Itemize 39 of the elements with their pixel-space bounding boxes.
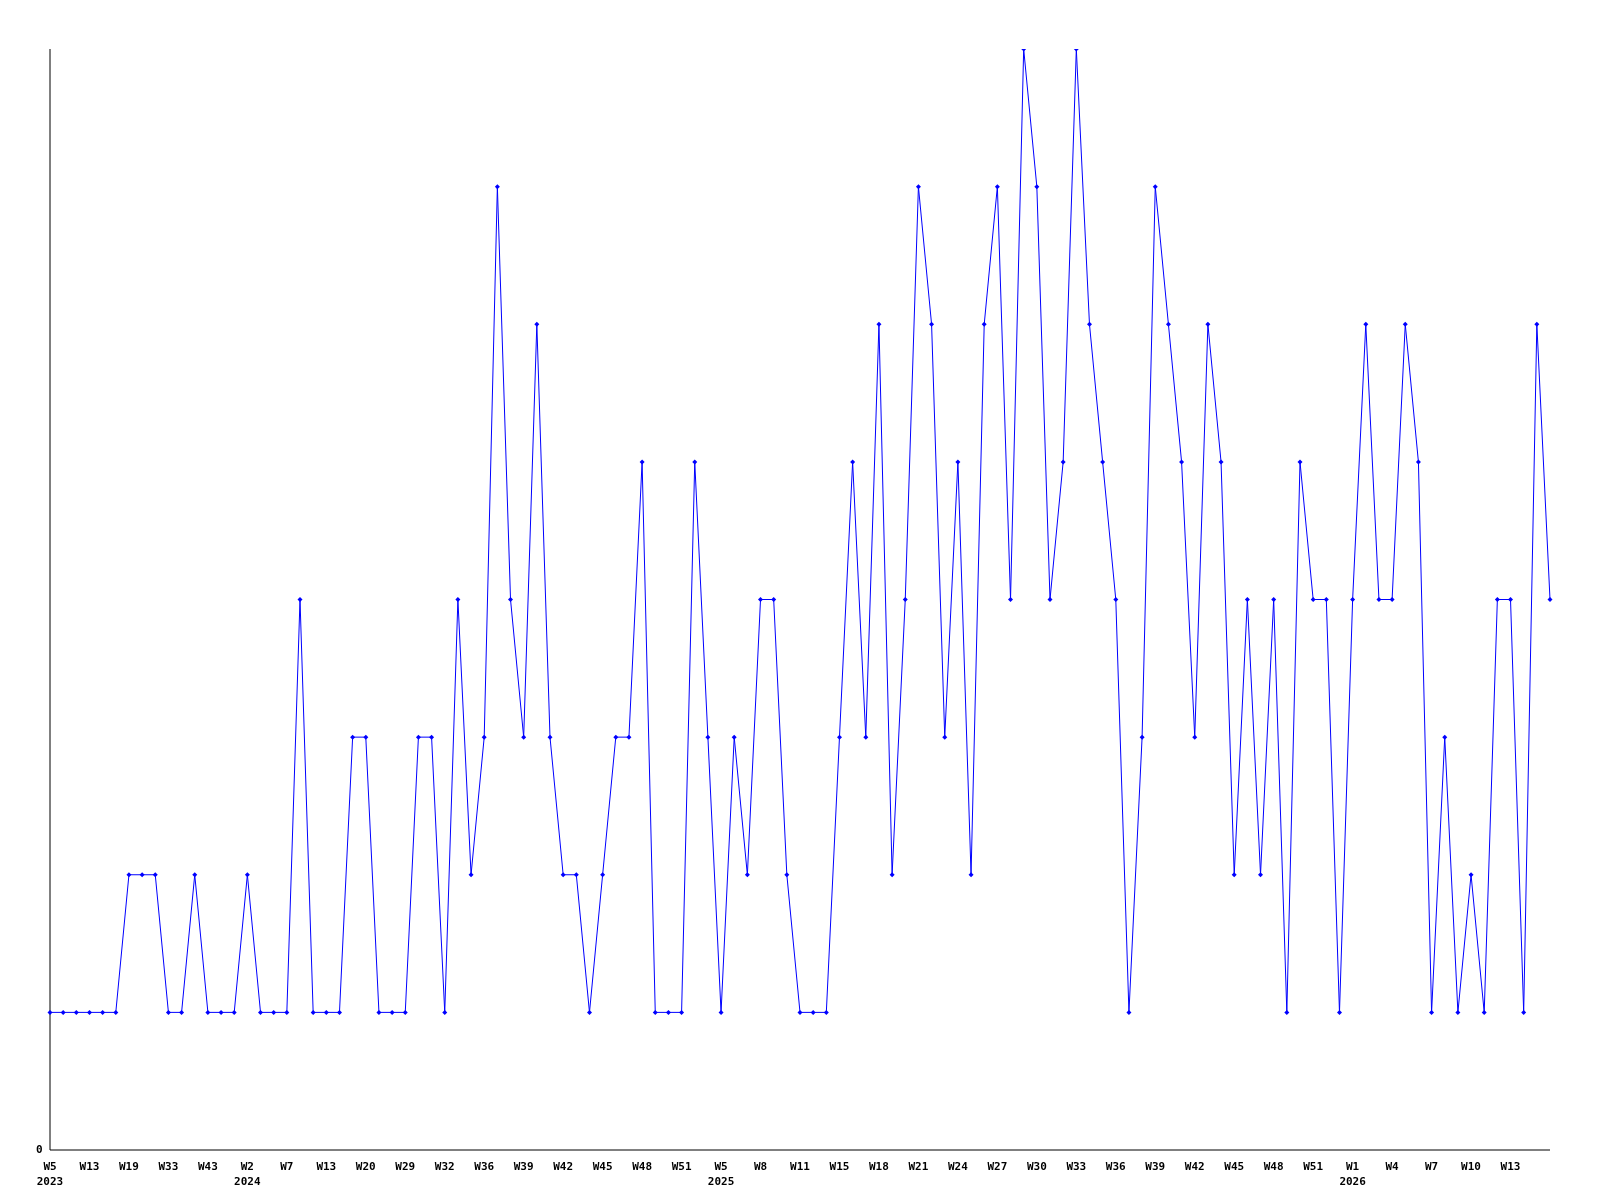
x-tick-label: W7 bbox=[280, 1160, 294, 1173]
x-tick-label: W11 bbox=[790, 1160, 811, 1173]
x-tick-label: W1 2026 bbox=[1339, 1160, 1367, 1188]
x-tick-label: W2 2024 bbox=[234, 1160, 261, 1188]
x-tick-label: W45 bbox=[1224, 1160, 1245, 1173]
x-tick-label: W45 bbox=[592, 1160, 613, 1173]
x-tick-label: W36 bbox=[474, 1160, 495, 1173]
x-tick-label: W39 bbox=[1145, 1160, 1166, 1173]
x-tick-label: W29 bbox=[395, 1160, 416, 1173]
x-tick-label: W42 bbox=[553, 1160, 574, 1173]
x-tick-label: W21 bbox=[908, 1160, 929, 1173]
x-tick-label: W39 bbox=[513, 1160, 534, 1173]
x-tick-label: W8 bbox=[753, 1160, 768, 1173]
x-tick-label: W13 bbox=[79, 1160, 100, 1173]
x-tick-label: W33 bbox=[158, 1160, 179, 1173]
x-tick-label: W51 bbox=[671, 1160, 692, 1173]
x-tick-label: W13 bbox=[316, 1160, 337, 1173]
x-tick-label: W48 bbox=[632, 1160, 653, 1173]
x-tick-label: W19 bbox=[119, 1160, 139, 1173]
x-tick-label: W4 bbox=[1385, 1160, 1400, 1173]
x-tick-label: W51 bbox=[1303, 1160, 1324, 1173]
x-tick-label: W33 bbox=[1066, 1160, 1087, 1173]
text: 0 bbox=[36, 1143, 43, 1156]
x-tick-label: W15 bbox=[829, 1160, 850, 1173]
x-tick-label: W5 2023 bbox=[36, 1160, 64, 1188]
x-tick-label: W30 bbox=[1026, 1160, 1047, 1173]
x-tick-label: W42 bbox=[1184, 1160, 1205, 1173]
x-tick-label: W10 bbox=[1461, 1160, 1481, 1173]
x-tick-label: W7 bbox=[1424, 1160, 1439, 1173]
x-tick-label: W43 bbox=[197, 1160, 218, 1173]
x-tick-label: W48 bbox=[1263, 1160, 1284, 1173]
x-tick-label: W13 bbox=[1500, 1160, 1521, 1173]
x-tick-label: W27 bbox=[987, 1160, 1008, 1173]
x-tick-label: W36 bbox=[1105, 1160, 1127, 1173]
x-tick-label: W24 bbox=[947, 1160, 969, 1173]
x-tick-label: W32 bbox=[434, 1160, 455, 1173]
x-tick-label: W20 bbox=[355, 1160, 376, 1173]
x-tick-label: W18 bbox=[869, 1160, 889, 1173]
x-tick-label: W5 2025 bbox=[707, 1160, 735, 1188]
